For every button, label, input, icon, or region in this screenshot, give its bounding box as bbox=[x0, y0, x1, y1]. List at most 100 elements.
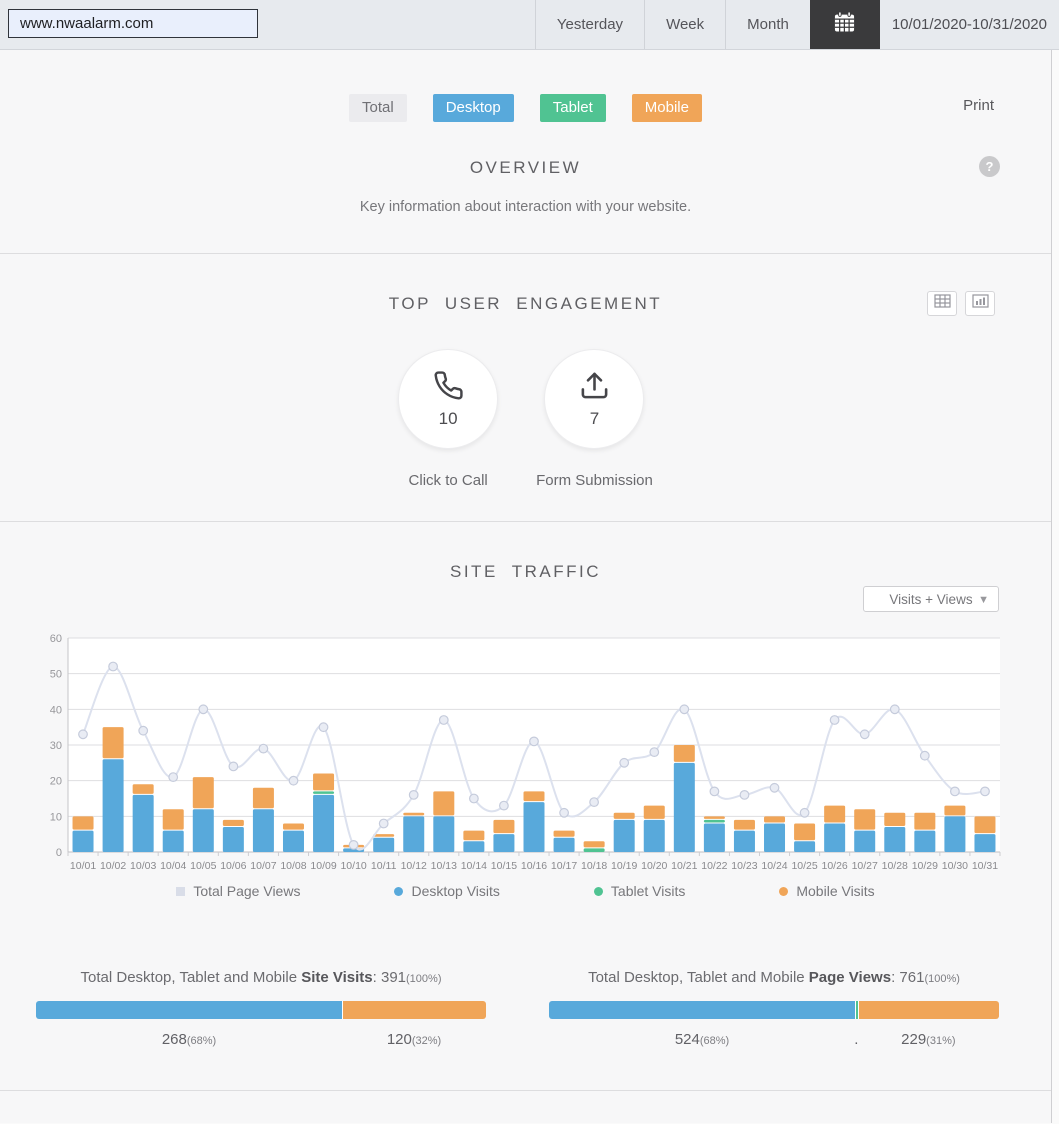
svg-text:60: 60 bbox=[50, 633, 62, 645]
svg-text:10/31: 10/31 bbox=[972, 860, 998, 872]
page-views-summary: Total Desktop, Tablet and Mobile Page Vi… bbox=[549, 969, 999, 1048]
chevron-down-icon: ▼ bbox=[978, 594, 989, 606]
svg-text:10/18: 10/18 bbox=[581, 860, 607, 872]
topbar-spacer bbox=[258, 0, 535, 49]
view-dropdown[interactable]: Visits + Views ▼ bbox=[863, 586, 999, 612]
site-visits-bar bbox=[36, 1001, 486, 1019]
svg-text:10/23: 10/23 bbox=[731, 860, 757, 872]
legend-label: Desktop Visits bbox=[411, 883, 500, 899]
site-visits-segment bbox=[36, 1001, 342, 1019]
legend-item-desktop-visits[interactable]: Desktop Visits bbox=[394, 883, 500, 899]
svg-text:10/07: 10/07 bbox=[250, 860, 276, 872]
svg-text:40: 40 bbox=[50, 704, 62, 716]
stat-value: 7 bbox=[589, 408, 600, 428]
filter-button-desktop[interactable]: Desktop bbox=[432, 94, 514, 122]
legend-marker bbox=[394, 886, 404, 896]
legend-label: Mobile Visits bbox=[796, 883, 875, 899]
svg-text:10/13: 10/13 bbox=[431, 860, 457, 872]
site-visits-title: Total Desktop, Tablet and Mobile Site Vi… bbox=[80, 969, 442, 986]
range-button-yesterday[interactable]: Yesterday bbox=[534, 0, 644, 49]
svg-text:10/17: 10/17 bbox=[551, 860, 577, 872]
page-views-title: Total Desktop, Tablet and Mobile Page Vi… bbox=[588, 969, 960, 986]
legend-marker bbox=[779, 886, 789, 896]
page-views-segment bbox=[857, 1001, 999, 1019]
svg-text:10/29: 10/29 bbox=[912, 860, 938, 872]
filter-button-mobile[interactable]: Mobile bbox=[631, 94, 702, 122]
device-filters: Total Desktop Tablet Mobile bbox=[0, 50, 1051, 122]
view-toggles bbox=[927, 291, 995, 316]
svg-text:10/26: 10/26 bbox=[822, 860, 848, 872]
range-buttons: Yesterday Week Month bbox=[534, 0, 810, 49]
engagement-section: TOP USER ENGAGEMENT bbox=[0, 254, 1051, 522]
svg-text:10/09: 10/09 bbox=[310, 860, 336, 872]
engagement-stat: 7 Form Submission bbox=[536, 349, 653, 489]
svg-text:50: 50 bbox=[50, 669, 62, 681]
overview-title: OVERVIEW bbox=[469, 158, 582, 177]
svg-text:10/08: 10/08 bbox=[280, 860, 306, 872]
engagement-stats: 10 Click to Call 7 Form Submission bbox=[0, 349, 1051, 489]
traffic-chart[interactable]: 0 10 20 30 40 50 60 10/01 10/02 10/03 10/04 10/05 10… bbox=[0, 629, 1010, 879]
filter-button-tablet[interactable]: Tablet bbox=[539, 94, 606, 122]
engagement-title: TOP USER ENGAGEMENT bbox=[388, 294, 663, 313]
stat-circle[interactable]: 10 bbox=[398, 349, 499, 449]
stat-value: 10 bbox=[438, 408, 458, 428]
svg-text:10/03: 10/03 bbox=[130, 860, 156, 872]
range-button-month[interactable]: Month bbox=[725, 0, 810, 49]
table-view-button[interactable] bbox=[927, 291, 957, 316]
stat-label: Form Submission bbox=[536, 472, 653, 489]
svg-text:10/19: 10/19 bbox=[611, 860, 637, 872]
svg-text:10/10: 10/10 bbox=[340, 860, 366, 872]
site-visits-summary: Total Desktop, Tablet and Mobile Site Vi… bbox=[36, 969, 486, 1048]
svg-text:10/11: 10/11 bbox=[371, 860, 397, 872]
legend-item-total-page-views[interactable]: Total Page Views bbox=[176, 883, 300, 899]
svg-text:10/22: 10/22 bbox=[701, 860, 727, 872]
legend-marker bbox=[176, 886, 186, 896]
summary-row: Total Desktop, Tablet and Mobile Site Vi… bbox=[0, 969, 1051, 1048]
site-visits-segment bbox=[342, 1001, 486, 1019]
svg-text:10/21: 10/21 bbox=[671, 860, 697, 872]
legend-item-mobile-visits[interactable]: Mobile Visits bbox=[779, 883, 875, 899]
overview-section: Total Desktop Tablet Mobile Print OVERVIEW … bbox=[0, 50, 1051, 254]
svg-text:10/30: 10/30 bbox=[942, 860, 968, 872]
legend-item-tablet-visits[interactable]: Tablet Visits bbox=[593, 883, 686, 899]
phone-icon bbox=[433, 370, 464, 406]
svg-text:10/24: 10/24 bbox=[761, 860, 787, 872]
site-visits-segment-label: 120 (32%) bbox=[386, 1031, 442, 1048]
print-button[interactable]: Print bbox=[963, 97, 994, 114]
svg-text:10/04: 10/04 bbox=[160, 860, 186, 872]
traffic-section: SITE TRAFFIC Visits + Views ▼ 0 10 20 30 40 5… bbox=[0, 522, 1051, 1091]
calendar-button[interactable] bbox=[809, 0, 880, 49]
chart-view-button[interactable] bbox=[965, 291, 995, 316]
page-views-segment bbox=[549, 1001, 855, 1019]
svg-text:10/28: 10/28 bbox=[882, 860, 908, 872]
svg-text:10/20: 10/20 bbox=[641, 860, 667, 872]
svg-text:10/05: 10/05 bbox=[190, 860, 216, 872]
chart-legend: Total Page Views Desktop Visits Tablet Vis… bbox=[0, 883, 1051, 899]
legend-marker bbox=[593, 886, 603, 896]
svg-text:10/12: 10/12 bbox=[401, 860, 427, 872]
filter-button-total[interactable]: Total bbox=[349, 94, 407, 122]
url-input[interactable] bbox=[8, 9, 258, 38]
svg-text:0: 0 bbox=[56, 847, 62, 859]
legend-label: Total Page Views bbox=[193, 883, 301, 899]
svg-text:30: 30 bbox=[50, 740, 62, 752]
chart-view-icon bbox=[971, 294, 989, 313]
traffic-title: SITE TRAFFIC bbox=[450, 562, 601, 581]
page-views-segment-label: 524 (68%) bbox=[674, 1031, 730, 1048]
help-button[interactable]: ? bbox=[979, 156, 1000, 177]
page-views-segment-label: 229 (31%) bbox=[901, 1031, 956, 1048]
page-views-labels: 524 (68%). 229 (31%) bbox=[549, 1031, 999, 1048]
svg-text:10/25: 10/25 bbox=[791, 860, 817, 872]
stat-label: Click to Call bbox=[408, 472, 488, 489]
view-dropdown-value: Visits + Views bbox=[889, 591, 973, 607]
stat-circle[interactable]: 7 bbox=[544, 349, 645, 449]
range-button-week[interactable]: Week bbox=[644, 0, 725, 49]
date-range[interactable]: 10/01/2020-10/31/2020 bbox=[891, 16, 1047, 33]
svg-text:10/16: 10/16 bbox=[521, 860, 547, 872]
calendar-icon bbox=[831, 9, 858, 41]
upload-icon bbox=[579, 370, 610, 406]
page-views-segment bbox=[855, 1001, 858, 1019]
legend-label: Tablet Visits bbox=[610, 883, 686, 899]
svg-text:10/14: 10/14 bbox=[461, 860, 487, 872]
